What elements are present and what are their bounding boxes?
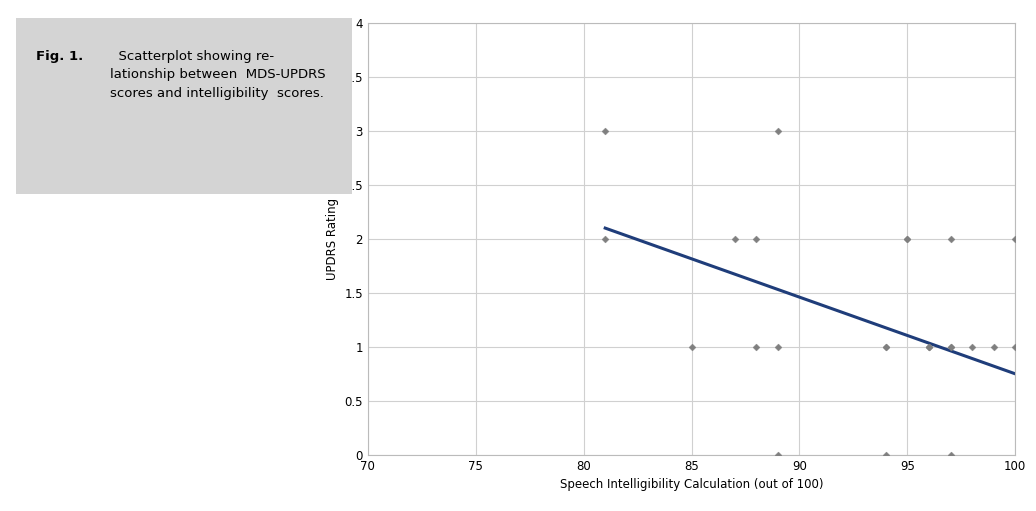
Point bbox=[942, 343, 958, 351]
Point bbox=[899, 235, 916, 243]
Point bbox=[877, 343, 894, 351]
Point bbox=[921, 343, 938, 351]
Point bbox=[921, 343, 938, 351]
Point bbox=[597, 127, 613, 135]
Point bbox=[770, 451, 786, 459]
Point bbox=[877, 451, 894, 459]
Y-axis label: UPDRS Rating: UPDRS Rating bbox=[325, 198, 339, 280]
Point bbox=[770, 343, 786, 351]
Point bbox=[1007, 343, 1024, 351]
Point bbox=[877, 343, 894, 351]
Point bbox=[770, 127, 786, 135]
Point bbox=[683, 343, 699, 351]
Text: Scatterplot showing re-
lationship between  MDS-UPDRS
scores and intelligibility: Scatterplot showing re- lationship betwe… bbox=[110, 50, 325, 100]
Point bbox=[942, 235, 958, 243]
Point bbox=[942, 343, 958, 351]
Point bbox=[963, 343, 980, 351]
Point bbox=[726, 235, 743, 243]
Point bbox=[748, 235, 765, 243]
X-axis label: Speech Intelligibility Calculation (out of 100): Speech Intelligibility Calculation (out … bbox=[559, 478, 824, 491]
Point bbox=[899, 235, 916, 243]
Point bbox=[985, 343, 1002, 351]
Point bbox=[597, 235, 613, 243]
Text: Fig. 1.: Fig. 1. bbox=[35, 50, 83, 63]
Point bbox=[942, 451, 958, 459]
Point bbox=[748, 343, 765, 351]
Point bbox=[1007, 235, 1024, 243]
Point bbox=[921, 343, 938, 351]
